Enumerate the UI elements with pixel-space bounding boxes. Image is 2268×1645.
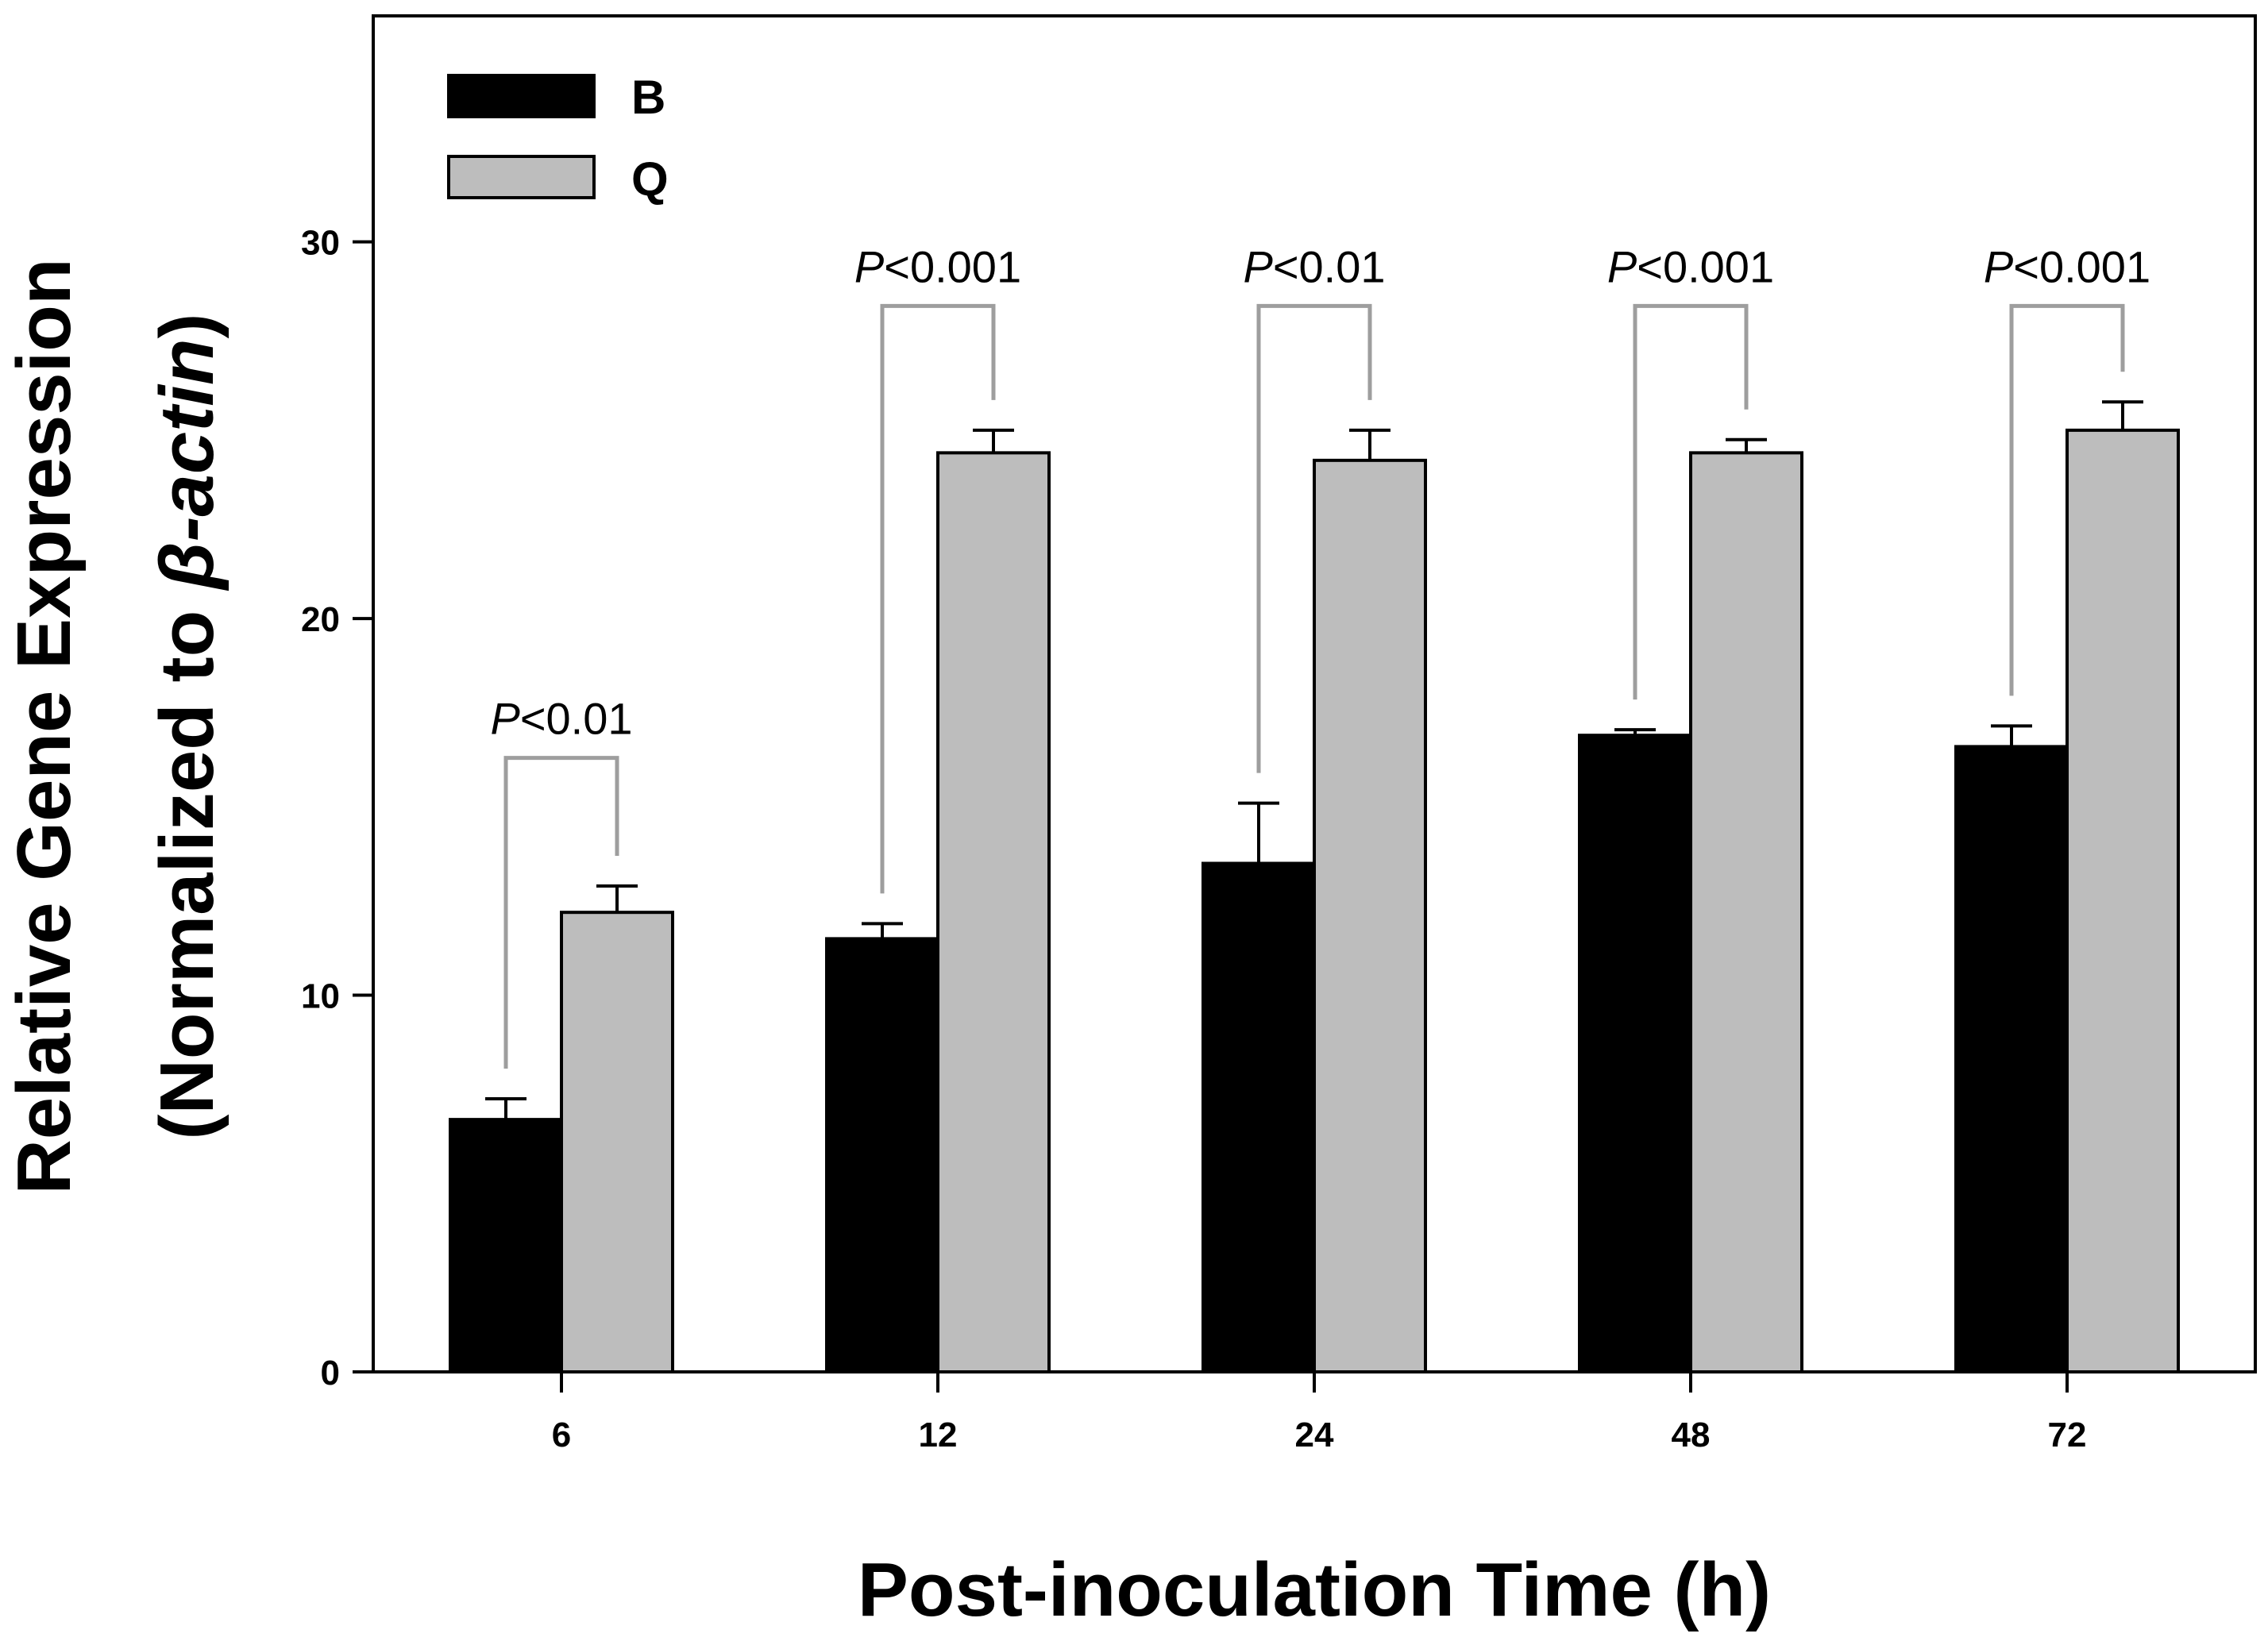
x-tick-label-6: 6 bbox=[552, 1416, 571, 1454]
bar-b-48 bbox=[1578, 734, 1692, 1373]
significance-bracket-12 bbox=[880, 303, 996, 894]
y-axis-title: Relative Gene Expression (Normalized to … bbox=[2, 258, 230, 1194]
y-axis-title-line1: Relative Gene Expression bbox=[2, 258, 87, 1194]
legend-label-q: Q bbox=[631, 152, 669, 206]
legend-swatch-b bbox=[447, 74, 596, 118]
bar-b-12 bbox=[825, 937, 939, 1373]
y-tick-label-30: 30 bbox=[301, 224, 340, 263]
p-value-label-12: P<0.001 bbox=[854, 241, 1021, 291]
bar-q-24 bbox=[1313, 458, 1427, 1373]
bar-q-12 bbox=[936, 451, 1051, 1373]
x-axis-title: Post-inoculation Time (h) bbox=[858, 1547, 1771, 1632]
p-value: <0.001 bbox=[1637, 241, 1774, 291]
bar-b-6 bbox=[449, 1118, 563, 1373]
y-axis-title-prefix: (Normalized to bbox=[145, 589, 230, 1139]
p-symbol: P bbox=[854, 241, 884, 291]
p-symbol: P bbox=[1984, 241, 2013, 291]
legend-swatch-q bbox=[447, 155, 596, 199]
plot-area: 01020306P<0.0112P<0.00124P<0.0148P<0.001… bbox=[301, 14, 2257, 1454]
p-value: <0.001 bbox=[884, 241, 1021, 291]
bar-b-24 bbox=[1202, 861, 1316, 1373]
bar-q-48 bbox=[1689, 451, 1803, 1373]
y-tick-label-20: 20 bbox=[301, 600, 340, 639]
y-tick-label-0: 0 bbox=[321, 1354, 340, 1393]
p-value: <0.01 bbox=[1273, 241, 1386, 291]
bar-b-72 bbox=[1954, 745, 2069, 1373]
p-value: <0.01 bbox=[520, 694, 633, 744]
p-value-label-72: P<0.001 bbox=[1984, 241, 2150, 291]
p-symbol: P bbox=[1243, 241, 1272, 291]
p-value-label-6: P<0.01 bbox=[490, 694, 632, 744]
y-axis-title-suffix: ) bbox=[145, 314, 230, 339]
y-axis-title-italic: β-actin bbox=[145, 338, 230, 591]
bar-q-6 bbox=[560, 911, 674, 1373]
p-symbol: P bbox=[1607, 241, 1637, 291]
bar-q-72 bbox=[2066, 428, 2180, 1373]
significance-bracket-6 bbox=[503, 756, 619, 1069]
legend-label-b: B bbox=[631, 71, 665, 124]
x-tick-label-48: 48 bbox=[1672, 1416, 1711, 1454]
p-value: <0.001 bbox=[2013, 241, 2150, 291]
p-value-label-24: P<0.01 bbox=[1243, 241, 1385, 291]
y-axis-title-line2: (Normalized to β-actin) bbox=[145, 314, 230, 1140]
y-tick-label-10: 10 bbox=[301, 977, 340, 1016]
p-symbol: P bbox=[490, 694, 519, 744]
significance-bracket-72 bbox=[2009, 303, 2125, 696]
significance-bracket-24 bbox=[1256, 303, 1372, 773]
x-tick-label-72: 72 bbox=[2048, 1416, 2087, 1454]
significance-bracket-48 bbox=[1633, 303, 1749, 700]
x-tick-label-24: 24 bbox=[1295, 1416, 1334, 1454]
x-tick-label-12: 12 bbox=[919, 1416, 958, 1454]
legend: B Q bbox=[447, 71, 669, 206]
p-value-label-48: P<0.001 bbox=[1607, 241, 1774, 291]
